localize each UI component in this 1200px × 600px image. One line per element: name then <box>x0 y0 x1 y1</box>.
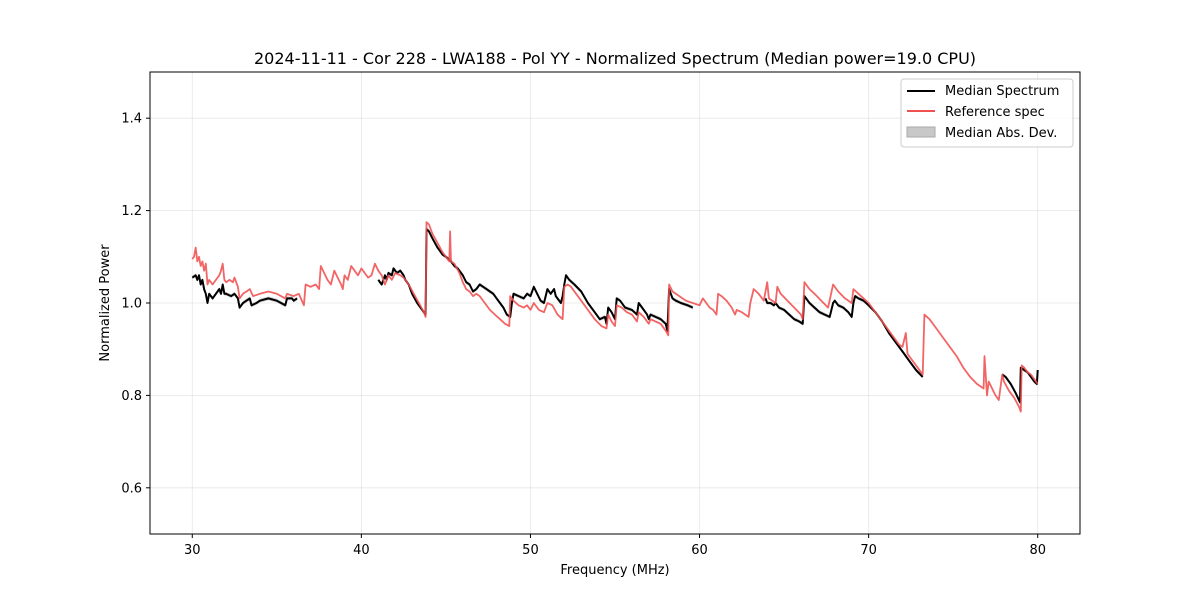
reference-spec-segment <box>191 221 1039 413</box>
y-tick-label: 1.0 <box>121 297 142 312</box>
x-tick-label: 50 <box>522 543 539 558</box>
legend-label-median: Median Spectrum <box>945 84 1059 99</box>
legend-label-mad: Median Abs. Dev. <box>945 126 1057 141</box>
y-tick-label: 1.2 <box>121 204 142 219</box>
chart-title: 2024-11-11 - Cor 228 - LWA188 - Pol YY -… <box>254 49 976 68</box>
legend-box <box>900 78 1074 148</box>
y-tick-label: 0.6 <box>121 481 142 496</box>
x-tick-label: 70 <box>860 543 877 558</box>
y-tick-label: 1.4 <box>121 112 142 127</box>
y-axis-label: Normalized Power <box>98 244 113 362</box>
series-lines <box>191 221 1039 413</box>
x-tick-label: 30 <box>184 543 201 558</box>
legend-swatch-mad <box>906 126 936 138</box>
legend: Median Spectrum Reference spec Median Ab… <box>900 78 1074 148</box>
x-tick-label: 80 <box>1029 543 1046 558</box>
median-spectrum-segment <box>191 274 298 309</box>
reference-spec-line <box>191 221 1039 413</box>
x-axis-label: Frequency (MHz) <box>560 563 669 578</box>
x-tick-label: 40 <box>353 543 370 558</box>
mad-band-segment <box>192 273 298 310</box>
legend-label-reference: Reference spec <box>945 105 1045 120</box>
x-tick-label: 60 <box>691 543 708 558</box>
y-tick-label: 0.8 <box>121 389 142 404</box>
axis-ticks: 30 40 50 60 70 80 0.6 0.8 1.0 1.2 1.4 <box>121 112 1046 558</box>
